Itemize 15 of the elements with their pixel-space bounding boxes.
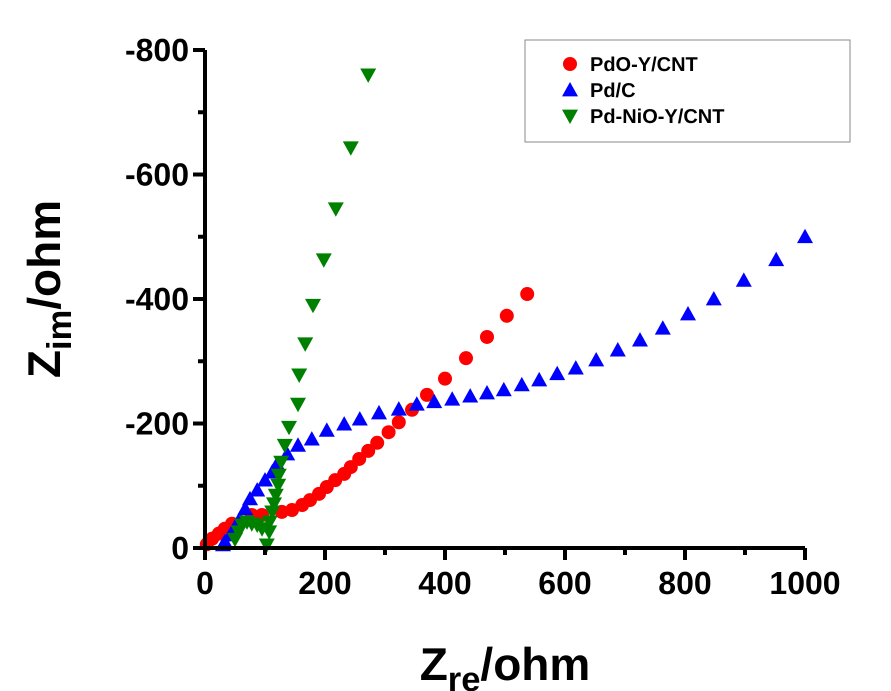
x-tick-label: 800 <box>658 565 712 601</box>
legend-label: PdO-Y/CNT <box>590 54 698 76</box>
legend-label: Pd-NiO-Y/CNT <box>590 106 724 128</box>
x-tick-label: 400 <box>418 565 472 601</box>
y-tick-label: -200 <box>124 406 189 442</box>
y-tick-label: -600 <box>124 156 189 192</box>
y-tick-label: -400 <box>124 281 189 317</box>
x-tick-label: 200 <box>298 565 352 601</box>
y-tick-label: 0 <box>171 530 189 566</box>
x-tick-label: 1000 <box>769 565 841 601</box>
x-tick-label: 0 <box>196 565 214 601</box>
x-axis-title: Z$_{re}$/ohm <box>420 638 590 691</box>
legend-label: Pd/C <box>590 80 636 102</box>
x-tick-label: 600 <box>538 565 592 601</box>
y-tick-label: -800 <box>124 32 189 68</box>
